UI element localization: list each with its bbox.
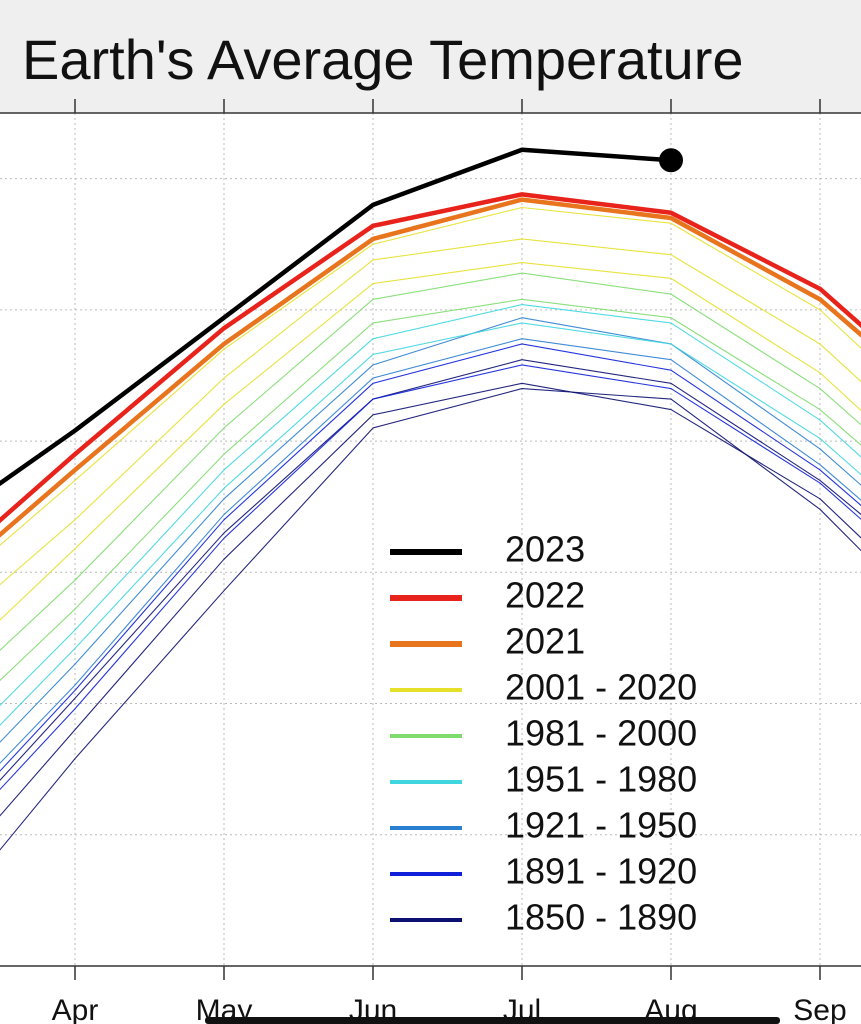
temperature-line	[0, 388, 861, 851]
temperature-line	[0, 317, 861, 743]
plot-lines	[0, 147, 861, 851]
legend: 2023 2022 2021 2001 - 2020 1981 - 2000 1951 -…	[390, 529, 697, 938]
legend-label: 2022	[505, 575, 585, 616]
legend-label: 1891 - 1920	[505, 851, 697, 892]
x-tick-label: Sep	[793, 994, 846, 1024]
legend-label: 1921 - 1950	[505, 805, 697, 846]
temperature-line	[0, 304, 861, 707]
legend-label: 2021	[505, 621, 585, 662]
temperature-line	[0, 262, 861, 621]
title-band	[0, 0, 861, 113]
temperature-line	[0, 382, 861, 817]
temperature-line	[0, 359, 861, 782]
temperature-line	[0, 364, 861, 791]
temperature-line	[0, 338, 861, 764]
axes: Apr May Jun Jul Aug Sep	[52, 99, 847, 1024]
temperature-line	[0, 147, 672, 487]
temperature-line	[0, 322, 861, 726]
legend-label: 2001 - 2020	[505, 667, 697, 708]
chart-title: Earth's Average Temperature	[22, 28, 744, 91]
end-marker	[659, 148, 683, 173]
legend-label: 1951 - 1980	[505, 759, 697, 800]
legend-label: 1981 - 2000	[505, 713, 697, 754]
temperature-line	[0, 206, 861, 546]
home-indicator	[205, 1017, 780, 1024]
temperature-line	[0, 298, 861, 682]
legend-label: 2023	[505, 529, 585, 570]
temperature-line	[0, 192, 861, 524]
temperature-line	[0, 197, 861, 538]
temperature-line	[0, 238, 861, 586]
legend-label: 1850 - 1890	[505, 897, 697, 938]
x-tick-label: Apr	[52, 994, 99, 1024]
temperature-line	[0, 272, 861, 651]
grid	[0, 113, 861, 966]
temperature-line	[0, 343, 861, 772]
